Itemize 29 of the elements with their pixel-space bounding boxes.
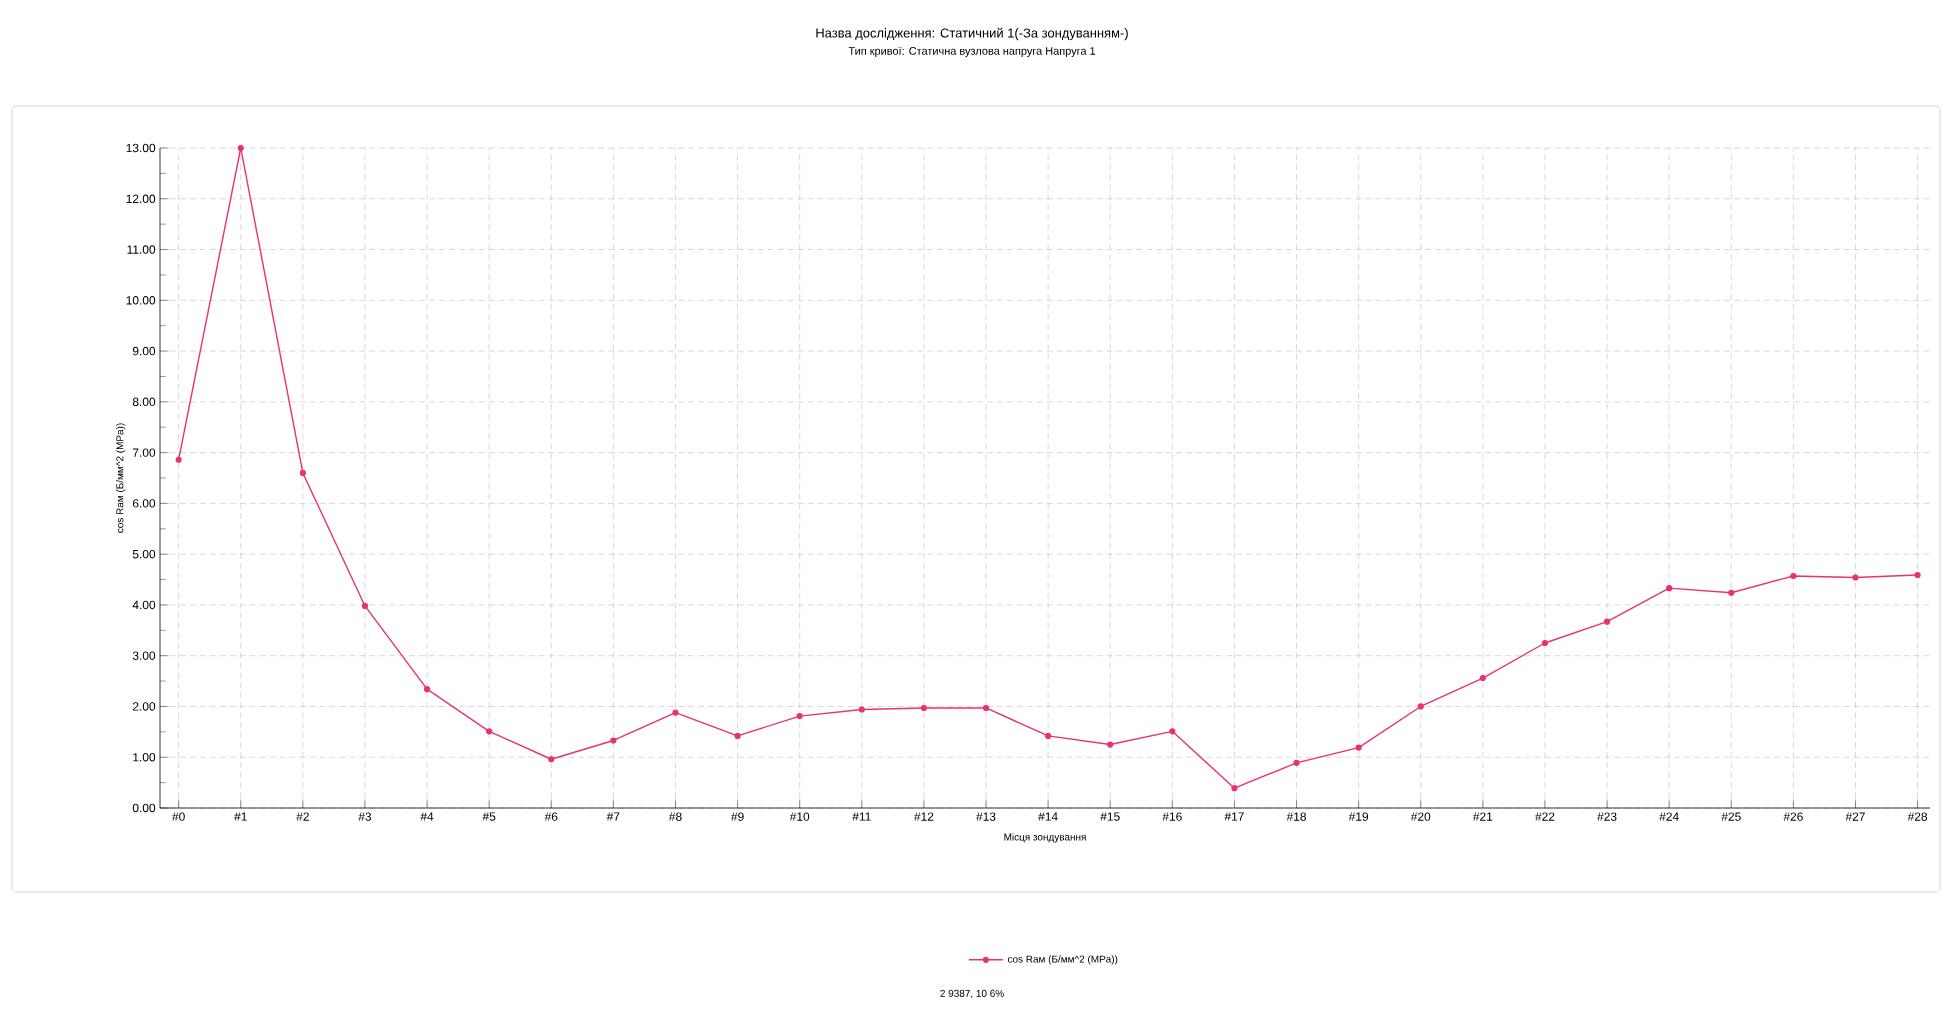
point [1231, 785, 1238, 792]
point [796, 713, 803, 720]
point [1541, 639, 1549, 647]
point [1417, 703, 1424, 710]
point [175, 456, 182, 463]
point [610, 737, 617, 744]
point [1790, 572, 1797, 580]
point [1666, 585, 1673, 592]
point [1045, 732, 1052, 739]
point [237, 144, 244, 152]
point [672, 709, 679, 716]
point [1603, 618, 1611, 625]
point [361, 602, 369, 610]
point [1169, 728, 1176, 735]
point [982, 704, 990, 712]
point [1852, 574, 1859, 581]
point [548, 756, 555, 763]
point [1479, 674, 1486, 682]
point [734, 732, 741, 739]
point [1355, 744, 1362, 751]
point [858, 706, 865, 713]
point [1293, 759, 1300, 766]
point [299, 469, 306, 477]
point [920, 704, 927, 712]
point [1914, 571, 1921, 579]
point [486, 728, 493, 735]
point [423, 686, 431, 693]
point [1107, 741, 1114, 748]
point [1728, 589, 1735, 596]
